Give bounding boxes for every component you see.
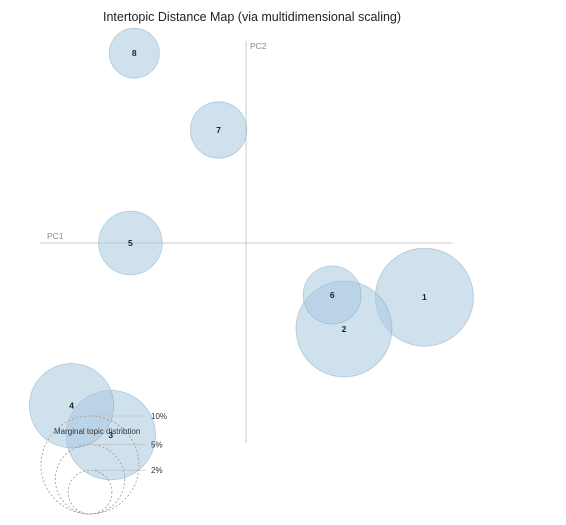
legend-label-2pct: 2%: [151, 466, 163, 475]
topic-bubble-6[interactable]: [302, 265, 362, 325]
size-legend: Marginal topic distribtion 2% 5% 10%: [40, 412, 167, 515]
topic-bubbles: [28, 27, 474, 481]
topic-label-4: 4: [69, 401, 74, 411]
y-axis-label: PC2: [250, 41, 267, 51]
topic-label-3: 3: [108, 430, 113, 440]
topic-label-1: 1: [422, 292, 427, 302]
topic-label-5: 5: [128, 238, 133, 248]
legend-circle-10pct: [40, 415, 140, 515]
x-axis-label: PC1: [47, 231, 64, 241]
topic-label-2: 2: [342, 324, 347, 334]
size-legend-title: Marginal topic distribtion: [54, 427, 140, 436]
topic-labels: 1 2 3 4 5 6 7 8: [69, 48, 427, 440]
topic-bubble-4[interactable]: [28, 363, 115, 449]
topic-label-6: 6: [330, 290, 335, 300]
legend-circle-5pct: [54, 444, 126, 515]
topic-bubble-8[interactable]: [108, 27, 160, 79]
topic-label-8: 8: [132, 48, 137, 58]
legend-label-5pct: 5%: [151, 441, 163, 450]
legend-circle-2pct: [67, 469, 113, 515]
legend-label-10pct: 10%: [151, 412, 167, 421]
topic-label-7: 7: [216, 125, 221, 135]
topic-bubble-5[interactable]: [98, 210, 163, 276]
topic-bubble-7[interactable]: [190, 101, 248, 159]
chart-title: Intertopic Distance Map (via multidimens…: [103, 10, 401, 24]
